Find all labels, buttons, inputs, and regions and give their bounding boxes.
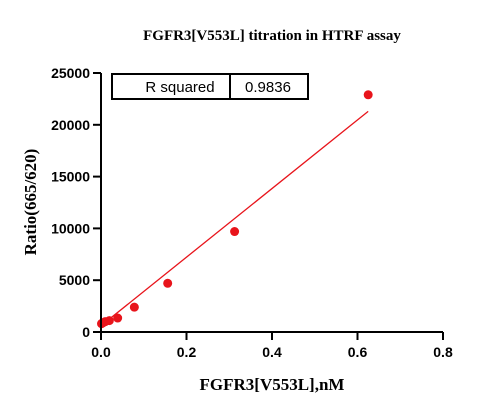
r-squared-label: R squared: [145, 79, 214, 96]
data-points-layer: [97, 90, 373, 329]
y-tick-label: 10000: [51, 220, 90, 236]
y-axis-ticks: 0 5000 10000 15000 20000 25000: [51, 65, 101, 340]
data-point: [230, 227, 240, 237]
x-axis-ticks: 0.0 0.2 0.4 0.6 0.8: [91, 332, 453, 360]
fit-line-layer: [100, 110, 369, 327]
y-tick-label: 5000: [59, 272, 90, 288]
data-point: [163, 278, 173, 288]
y-tick-label: 25000: [51, 65, 90, 81]
chart-title: FGFR3[V553L] titration in HTRF assay: [143, 28, 401, 44]
x-axis-label: FGFR3[V553L],nM: [200, 375, 345, 394]
y-tick-label: 15000: [51, 169, 90, 185]
x-tick-label: 0.2: [177, 344, 197, 360]
data-point: [363, 90, 373, 100]
x-tick-label: 0.0: [91, 344, 111, 360]
r-squared-value: 0.9836: [245, 79, 291, 96]
x-tick-label: 0.6: [348, 344, 368, 360]
data-point: [129, 302, 139, 312]
x-tick-label: 0.4: [262, 344, 282, 360]
y-tick-label: 0: [82, 324, 90, 340]
r-squared-box: R squared 0.9836: [111, 73, 309, 100]
data-point: [104, 316, 114, 326]
data-point: [113, 313, 123, 323]
x-tick-label: 0.8: [433, 344, 453, 360]
y-axis-label: Ratio(665/620): [21, 149, 40, 256]
fit-line: [100, 110, 369, 327]
r-squared-box-frame: [111, 73, 309, 100]
y-tick-label: 20000: [51, 117, 90, 133]
